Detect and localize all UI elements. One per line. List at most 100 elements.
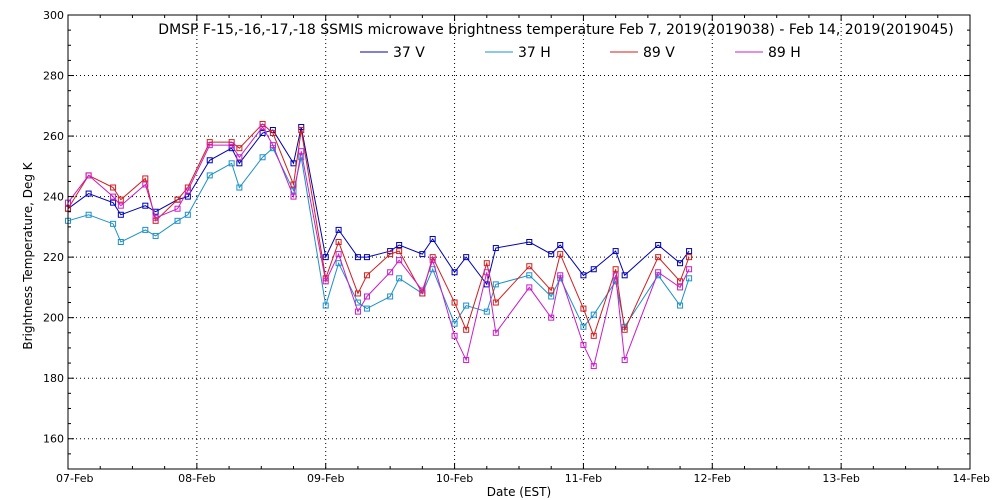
data-point bbox=[206, 172, 213, 179]
y-tick-label: 280 bbox=[43, 70, 64, 83]
data-point bbox=[396, 257, 403, 264]
data-point bbox=[117, 211, 124, 218]
data-point bbox=[621, 326, 628, 333]
x-tick-label: 07-Feb bbox=[56, 472, 93, 485]
data-point bbox=[269, 130, 276, 137]
y-tick-label: 200 bbox=[43, 312, 64, 325]
data-point bbox=[677, 260, 684, 267]
data-point bbox=[174, 196, 181, 203]
data-point bbox=[621, 272, 628, 279]
y-axis-label: Brightness Temperature, Deg K bbox=[21, 161, 35, 349]
data-point bbox=[85, 211, 92, 218]
data-point bbox=[451, 320, 458, 327]
data-point bbox=[298, 148, 305, 155]
legend: 37 V 37 H 89 V 89 H bbox=[360, 45, 801, 61]
data-point bbox=[590, 311, 597, 318]
data-point bbox=[463, 254, 470, 261]
data-point bbox=[612, 272, 619, 279]
data-point bbox=[354, 299, 361, 306]
data-point bbox=[206, 139, 213, 146]
x-axis-label: Date (EST) bbox=[487, 485, 551, 499]
data-point bbox=[236, 154, 243, 161]
series-line bbox=[67, 123, 690, 338]
y-tick-label: 260 bbox=[43, 130, 64, 143]
data-point bbox=[526, 239, 533, 245]
x-tick-label: 14-Feb bbox=[953, 472, 990, 485]
data-point bbox=[142, 202, 149, 209]
data-point bbox=[686, 266, 693, 273]
data-point bbox=[492, 245, 499, 252]
data-point bbox=[590, 332, 597, 339]
data-point bbox=[396, 275, 403, 282]
data-point bbox=[259, 123, 266, 130]
data-point bbox=[322, 302, 329, 309]
x-tick-label: 12-Feb bbox=[694, 472, 731, 485]
data-point bbox=[548, 293, 555, 300]
data-point bbox=[298, 154, 305, 161]
data-point bbox=[655, 254, 662, 261]
data-point bbox=[206, 142, 213, 149]
data-point bbox=[580, 341, 587, 348]
data-point bbox=[236, 160, 243, 167]
legend-entry: 89 V bbox=[643, 45, 675, 61]
data-point bbox=[492, 329, 499, 336]
data-point bbox=[463, 357, 470, 364]
data-point bbox=[429, 257, 436, 264]
data-point bbox=[686, 254, 693, 261]
data-point bbox=[483, 260, 490, 267]
y-tick-label: 180 bbox=[43, 372, 64, 385]
data-point bbox=[451, 269, 458, 276]
data-point bbox=[590, 266, 597, 273]
x-tick-label: 10-Feb bbox=[436, 472, 473, 485]
legend-entry: 37 H bbox=[518, 45, 551, 61]
data-point bbox=[335, 260, 342, 267]
data-point bbox=[483, 308, 490, 315]
data-point bbox=[526, 284, 533, 291]
data-point bbox=[621, 357, 628, 364]
data-point bbox=[526, 263, 533, 270]
y-tick-label: 160 bbox=[43, 433, 64, 446]
data-point bbox=[110, 220, 117, 227]
data-point bbox=[419, 287, 426, 294]
data-point bbox=[206, 157, 213, 164]
data-point bbox=[298, 123, 305, 130]
data-point bbox=[655, 269, 662, 276]
y-tick-label: 300 bbox=[43, 9, 64, 22]
data-point bbox=[580, 272, 587, 279]
data-point bbox=[152, 214, 159, 221]
data-point bbox=[612, 248, 619, 255]
data-point bbox=[322, 278, 329, 285]
data-point bbox=[236, 145, 243, 152]
y-tick-label: 240 bbox=[43, 191, 64, 204]
data-point bbox=[387, 251, 394, 258]
chart-title: DMSP F-15,-16,-17,-18 SSMIS microwave br… bbox=[158, 22, 953, 38]
data-point bbox=[174, 205, 181, 212]
data-point bbox=[142, 226, 149, 233]
data-point bbox=[463, 302, 470, 309]
y-tick-label: 220 bbox=[43, 251, 64, 264]
data-point bbox=[228, 139, 235, 146]
data-point bbox=[85, 190, 92, 197]
data-point bbox=[117, 196, 124, 203]
data-point bbox=[557, 272, 564, 279]
data-point bbox=[259, 130, 266, 137]
data-point bbox=[580, 323, 587, 330]
data-point bbox=[290, 193, 297, 200]
data-point bbox=[451, 332, 458, 339]
data-point bbox=[117, 202, 124, 209]
data-point bbox=[655, 242, 662, 249]
data-point bbox=[483, 269, 490, 276]
x-tick-label: 08-Feb bbox=[178, 472, 215, 485]
data-point bbox=[580, 305, 587, 312]
data-point bbox=[152, 232, 159, 239]
data-point bbox=[184, 187, 191, 194]
data-point bbox=[363, 254, 370, 261]
data-point bbox=[269, 142, 276, 149]
data-point bbox=[677, 284, 684, 291]
data-point bbox=[363, 305, 370, 312]
data-point bbox=[236, 184, 243, 191]
axis-ticks: 07-Feb 08-Feb 09-Feb 10-Feb 11-Feb 12-Feb 13-F… bbox=[43, 9, 990, 485]
series-89-h bbox=[65, 123, 693, 370]
data-point bbox=[492, 281, 499, 288]
data-point bbox=[387, 269, 394, 276]
